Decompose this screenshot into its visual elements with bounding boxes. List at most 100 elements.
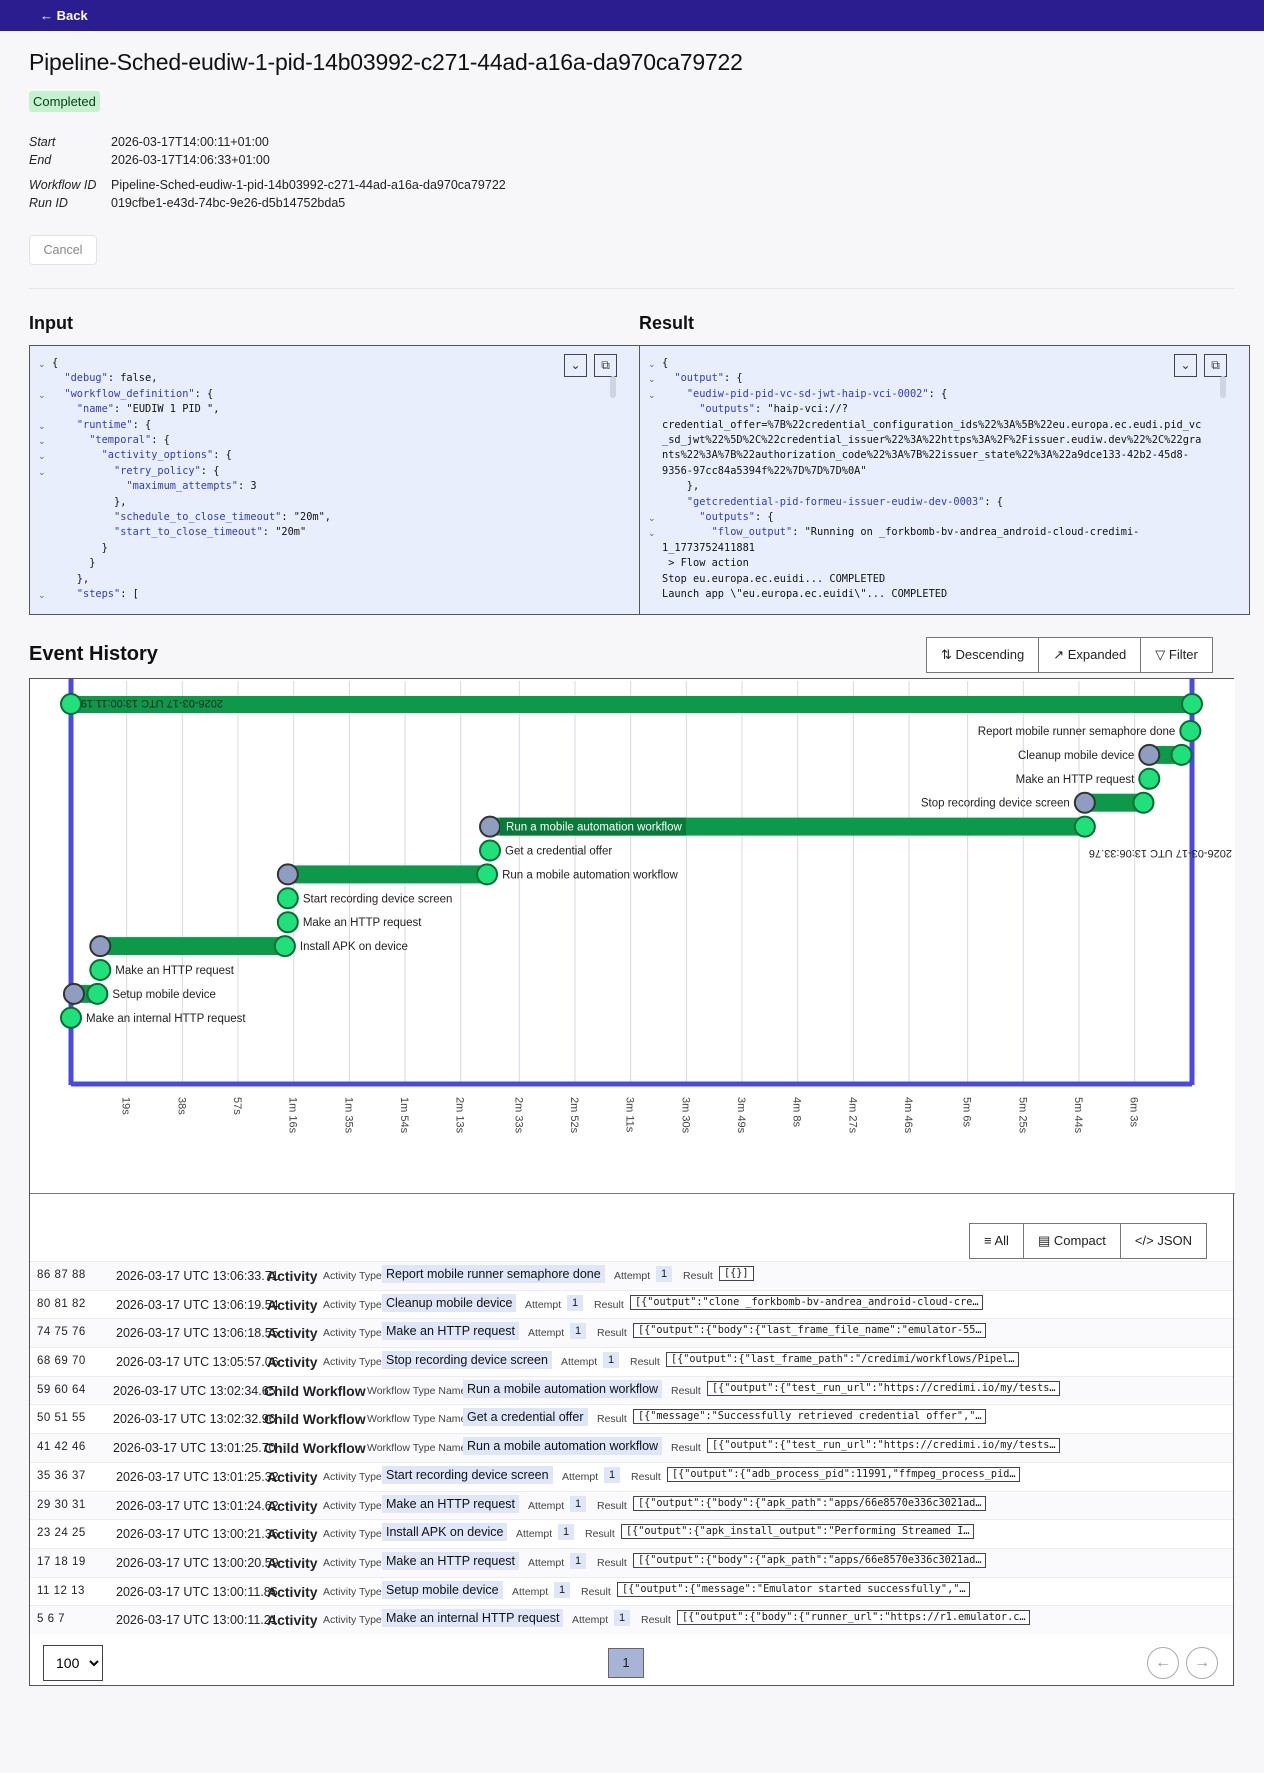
fold-gutter[interactable]: ⌄ ⌄ ⌄ ⌄ ⌄ ⌄ ⌄	[38, 360, 46, 602]
event-row[interactable]: 59 60 64 2026-03-17 UTC 13:02:34.65 Child …	[30, 1375, 1233, 1405]
sort-label: Descending	[955, 647, 1025, 662]
event-row[interactable]: 17 18 19 2026-03-17 UTC 13:00:20.59 Activi…	[30, 1547, 1233, 1577]
event-time: 2026-03-17 UTC 13:01:25.32	[116, 1469, 279, 1484]
event-bar-label: Stop recording device screen	[921, 798, 1070, 810]
type-label: Activity Type	[323, 1270, 382, 1282]
attempt-label: Attempt	[512, 1585, 549, 1598]
filter-icon: ▽	[1155, 647, 1166, 662]
event-row[interactable]: 80 81 82 2026-03-17 UTC 13:06:19.54 Activi…	[30, 1289, 1233, 1319]
expand-button[interactable]: ↗ Expanded	[1039, 638, 1142, 672]
prev-page-button[interactable]: ←	[1147, 1647, 1179, 1679]
code-line: "eudiw-pid-pid-vc-sd-jwt-haip-vci-0002":…	[686, 387, 948, 400]
code-line: "activity_options": {	[101, 449, 232, 462]
code-line: {	[52, 357, 59, 369]
event-bar-label: Make an HTTP request	[1016, 774, 1135, 786]
result-label: Result	[631, 1470, 661, 1483]
event-kind: Child Workflow	[264, 1440, 366, 1457]
activity-node-icon	[1170, 743, 1193, 766]
code-line: Stop eu.europa.ec.euidi... COMPLETED	[662, 572, 886, 585]
attempt-label: Attempt	[561, 1356, 598, 1369]
event-kind: Child Workflow	[264, 1411, 366, 1428]
event-row[interactable]: 41 42 46 2026-03-17 UTC 13:01:25.70 Child …	[30, 1433, 1233, 1462]
result-label: Result	[641, 1614, 671, 1627]
activity-node-icon	[1073, 791, 1096, 814]
result-value: [{"output":{"adb_process_pid":11991,"ffm…	[667, 1466, 1021, 1482]
result-value: [{"message":"Successfully retrieved cred…	[633, 1409, 987, 1425]
fold-gutter[interactable]: ⌄ ⌄ ⌄ ⌄ ⌄	[648, 360, 656, 540]
event-time: 2026-03-17 UTC 13:01:24.62	[116, 1498, 279, 1513]
input-heading: Input	[29, 313, 73, 333]
attempt-label: Attempt	[525, 1298, 562, 1311]
page-size-select[interactable]: 100	[43, 1645, 103, 1681]
code-line: "temporal": {	[89, 434, 170, 447]
event-row[interactable]: 11 12 13 2026-03-17 UTC 13:00:11.86 Activi…	[30, 1576, 1233, 1606]
result-heading: Result	[639, 313, 695, 333]
event-ids: 80 81 82	[37, 1297, 86, 1310]
event-time: 2026-03-17 UTC 13:05:57.06	[116, 1355, 279, 1370]
code-line: }	[52, 541, 108, 554]
copy-button[interactable]: ⧉	[594, 354, 617, 377]
sort-desc-icon: ⇅	[941, 647, 952, 662]
input-json: { "debug": false, "workflow_definition":…	[52, 356, 331, 603]
view-compact-button[interactable]: ▤ Compact	[1024, 1224, 1121, 1258]
activity-node-icon	[60, 1006, 82, 1029]
cancel-button[interactable]: Cancel	[29, 235, 97, 265]
input-code-box[interactable]: ⌄ ⌄ ⌄ ⌄ ⌄ ⌄ ⌄ { "debug": false, "workflow_defi…	[29, 345, 640, 615]
axis-tick-label: 2m 52s	[568, 1097, 580, 1134]
attempt-value: 1	[614, 1610, 631, 1627]
event-row[interactable]: 5 6 7 2026-03-17 UTC 13:00:11.21 Activity A…	[30, 1605, 1233, 1634]
next-page-button[interactable]: →	[1186, 1647, 1218, 1679]
code-line: 1_1773752411881	[662, 541, 755, 554]
event-row[interactable]: 68 69 70 2026-03-17 UTC 13:05:57.06 Activi…	[30, 1347, 1233, 1376]
event-bar	[100, 937, 285, 956]
scrollbar[interactable]	[1220, 376, 1226, 398]
code-line: 9356-97cc84a5394f%22%7D%7D%7D%0A"	[662, 464, 867, 477]
result-json: { "output": { "eudiw-pid-pid-vc-sd-jwt-h…	[662, 356, 1201, 603]
event-kind: Activity	[267, 1497, 318, 1514]
event-time: 2026-03-17 UTC 13:01:25.70	[113, 1441, 276, 1456]
json-key: "start_to_close_timeout"	[114, 526, 263, 539]
event-ids: 41 42 46	[37, 1441, 86, 1454]
page-1-button[interactable]: 1	[608, 1648, 644, 1678]
attempt-label: Attempt	[572, 1614, 609, 1627]
axis-tick-label: 5m 6s	[961, 1097, 973, 1127]
chevron-down-icon: ⌄	[570, 358, 581, 372]
event-row[interactable]: 35 36 37 2026-03-17 UTC 13:01:25.32 Activi…	[30, 1461, 1233, 1491]
event-bar-label: Run a mobile automation workflow	[502, 869, 678, 881]
sort-button[interactable]: ⇅ Descending	[927, 638, 1040, 672]
event-kind: Child Workflow	[264, 1382, 366, 1399]
collapse-button[interactable]: ⌄	[564, 354, 587, 377]
collapse-button[interactable]: ⌄	[1174, 354, 1197, 377]
filter-button[interactable]: ▽ Filter	[1141, 638, 1212, 672]
event-row[interactable]: 74 75 76 2026-03-17 UTC 13:06:18.55 Activi…	[30, 1318, 1233, 1348]
type-value: Start recording device screen	[382, 1465, 553, 1484]
result-value: [{}]	[719, 1266, 754, 1281]
activity-node-icon	[89, 959, 112, 981]
event-row[interactable]: 23 24 25 2026-03-17 UTC 13:00:21.36 Activi…	[30, 1519, 1233, 1548]
scrollbar[interactable]	[610, 376, 616, 398]
attempt-label: Attempt	[528, 1556, 565, 1569]
view-all-button[interactable]: ≡ All	[970, 1224, 1024, 1258]
event-row[interactable]: 29 30 31 2026-03-17 UTC 13:01:24.62 Activi…	[30, 1490, 1233, 1520]
run-id-label: Run ID	[29, 196, 68, 210]
type-label: Activity Type	[323, 1356, 382, 1369]
code-line: "schedule_to_close_timeout": "20m",	[114, 511, 331, 524]
view-all-label: All	[994, 1233, 1009, 1248]
result-code-box[interactable]: ⌄ ⌄ ⌄ ⌄ ⌄ { "output": { "eudiw-pid-pid-vc-sd…	[639, 345, 1250, 615]
back-button[interactable]: ← Back	[40, 8, 88, 23]
event-row[interactable]: 86 87 88 2026-03-17 UTC 13:06:33.71 Activi…	[30, 1261, 1233, 1290]
axis-tick-label: 38s	[175, 1097, 187, 1115]
compact-icon: ▤	[1037, 1233, 1051, 1248]
copy-button[interactable]: ⧉	[1204, 354, 1227, 377]
axis-tick-label: 1m 35s	[342, 1097, 354, 1134]
code-line: "outputs": {	[699, 511, 774, 524]
axis-tick-label: 4m 46s	[902, 1097, 914, 1134]
type-label: Activity Type	[323, 1556, 382, 1569]
result-value: [{"output":{"test_run_url":"https://cred…	[707, 1380, 1061, 1396]
view-json-button[interactable]: </> JSON	[1121, 1224, 1206, 1258]
workflow-id-label: Workflow ID	[29, 178, 97, 192]
type-value: Make an HTTP request	[382, 1322, 519, 1341]
result-value: [{"output":{"message":"Emulator started …	[617, 1581, 971, 1597]
axis-tick-label: 3m 30s	[679, 1097, 691, 1134]
event-row[interactable]: 50 51 55 2026-03-17 UTC 13:02:32.96 Child …	[30, 1404, 1233, 1433]
